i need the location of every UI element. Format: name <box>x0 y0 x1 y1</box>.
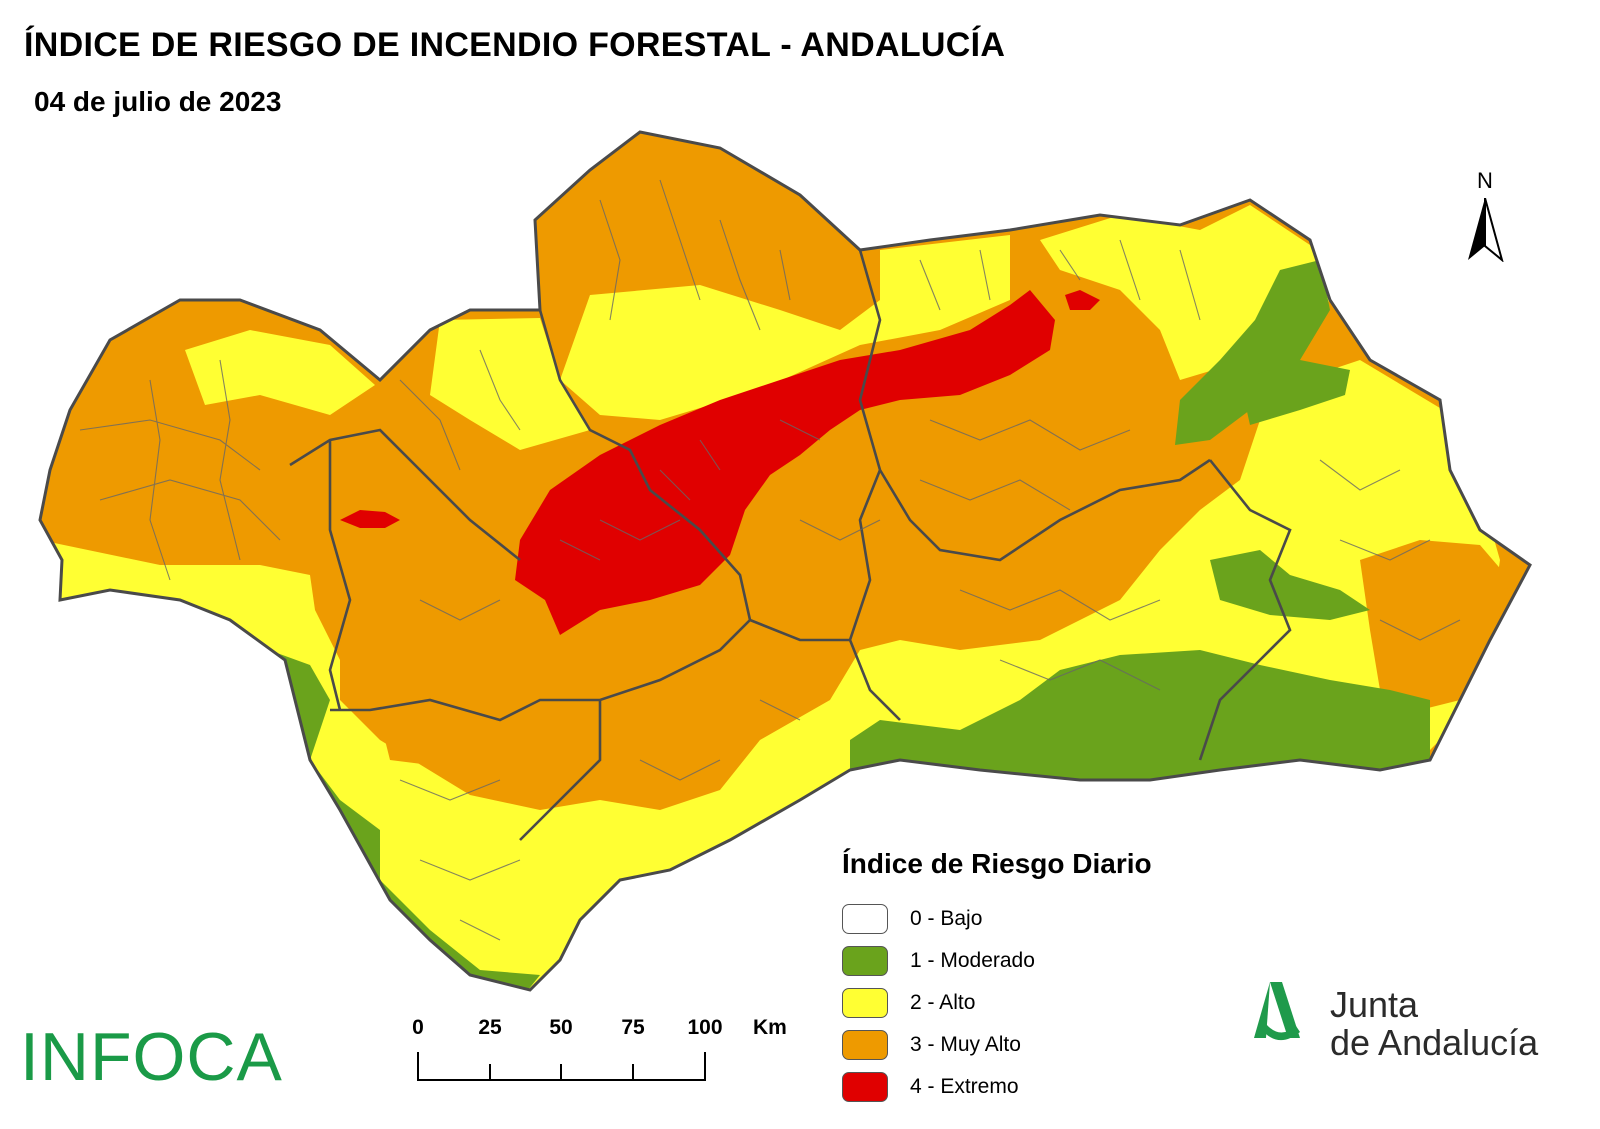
scale-bar-graphic <box>417 1052 706 1081</box>
risk-zone-high-northwest <box>430 318 590 450</box>
scale-bar: 0 25 50 75 100 Km <box>410 1010 810 1100</box>
legend-label-moderado: 1 - Moderado <box>910 949 1035 972</box>
legend-item-muy-alto: 3 - Muy Alto <box>842 1024 1262 1066</box>
junta-andalucia-logo: Junta de Andalucía <box>1330 986 1538 1062</box>
infoca-logo: INFOCA <box>20 1019 283 1095</box>
north-label: N <box>1477 168 1493 193</box>
scale-tick-label-50: 50 <box>549 1016 573 1039</box>
risk-zone-extreme-central <box>515 290 1055 635</box>
junta-line-1: Junta <box>1330 984 1419 1025</box>
legend-item-bajo: 0 - Bajo <box>842 898 1262 940</box>
risk-zone-high-west-coast <box>40 360 1500 990</box>
legend-swatch-extremo <box>842 1072 888 1102</box>
legend-item-alto: 2 - Alto <box>842 982 1262 1024</box>
legend-label-muy-alto: 3 - Muy Alto <box>910 1033 1021 1056</box>
legend-swatch-moderado <box>842 946 888 976</box>
risk-zone-extreme-west-spot <box>340 510 400 528</box>
legend-swatch-alto <box>842 988 888 1018</box>
risk-zone-very-high-cadiz-inland <box>370 640 680 800</box>
scale-tick-label-100: 100 <box>687 1016 723 1039</box>
risk-zone-moderate-south-coast <box>850 650 1430 790</box>
scale-tick-label-25: 25 <box>478 1016 502 1039</box>
legend-swatch-muy-alto <box>842 1030 888 1060</box>
legend-label-extremo: 4 - Extremo <box>910 1075 1019 1098</box>
scale-unit: Km <box>753 1016 787 1039</box>
legend-label-bajo: 0 - Bajo <box>910 907 983 930</box>
legend-title: Índice de Riesgo Diario <box>842 848 1152 879</box>
risk-zone-high-huelva <box>185 330 375 415</box>
north-arrow: N <box>1460 168 1510 268</box>
scale-tick-label-75: 75 <box>621 1016 645 1039</box>
map-date: 04 de julio de 2023 <box>34 86 282 117</box>
legend-item-moderado: 1 - Moderado <box>842 940 1262 982</box>
legend-swatch-bajo <box>842 904 888 934</box>
map-title: ÍNDICE DE RIESGO DE INCENDIO FORESTAL - … <box>24 26 1006 64</box>
legend-label-alto: 2 - Alto <box>910 991 976 1014</box>
junta-line-2: de Andalucía <box>1330 1022 1539 1063</box>
risk-zone-moderate-east-band <box>1240 360 1350 425</box>
risk-zone-high-north-center <box>560 235 1010 420</box>
legend: Índice de Riesgo Diario 0 - Bajo 1 - Mod… <box>842 848 1262 1108</box>
scale-tick-label-0: 0 <box>412 1016 424 1039</box>
legend-item-extremo: 4 - Extremo <box>842 1066 1262 1108</box>
risk-zone-very-high-east-almeria <box>1360 540 1510 710</box>
risk-zone-moderate-east-ridge <box>1175 260 1330 445</box>
junta-andalucia-logo-icon <box>1254 982 1300 1041</box>
north-arrow-icon <box>1468 198 1504 262</box>
municipal-boundaries <box>79 179 1461 941</box>
province-boundaries <box>289 249 1292 841</box>
risk-zone-extreme-jaen-north <box>1065 290 1100 310</box>
risk-zone-moderate-sierra-almeria <box>1210 550 1370 620</box>
